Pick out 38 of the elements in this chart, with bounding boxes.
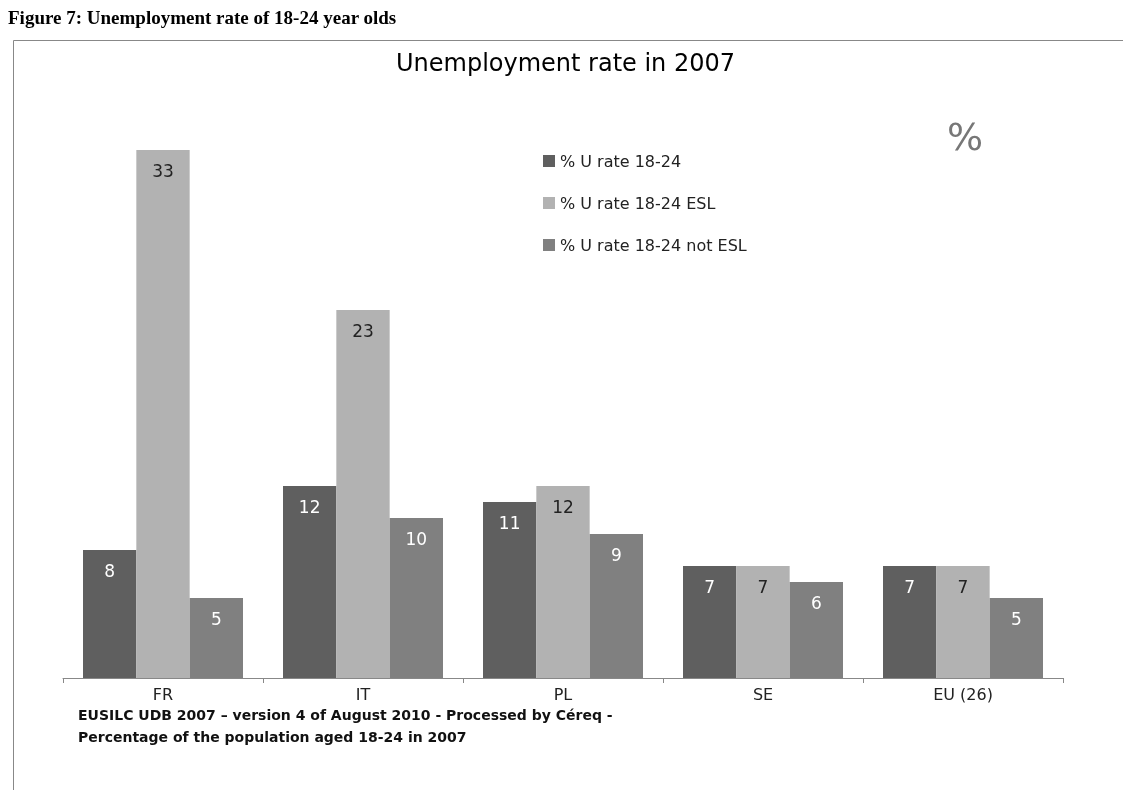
data-label: 12 bbox=[298, 496, 321, 517]
data-label: 9 bbox=[610, 544, 622, 565]
data-label: 12 bbox=[552, 496, 574, 517]
x-tick-label: PL bbox=[553, 684, 573, 704]
annotation: % bbox=[946, 115, 983, 159]
legend-label: % U rate 18-24 not ESL bbox=[560, 235, 747, 255]
bar bbox=[883, 566, 937, 678]
x-tick-label: IT bbox=[355, 684, 371, 704]
data-label: 7 bbox=[757, 576, 769, 597]
bar bbox=[83, 550, 137, 678]
data-label: 5 bbox=[1010, 608, 1022, 629]
chart-title: Unemployment rate in 2007 bbox=[395, 49, 736, 77]
caption: Figure 7: Unemployment rate of 18-24 year olds bbox=[8, 7, 397, 28]
data-label: 5 bbox=[210, 608, 222, 629]
data-label: 7 bbox=[904, 576, 916, 597]
data-label: 10 bbox=[405, 528, 428, 549]
bar bbox=[336, 310, 390, 678]
bar bbox=[736, 566, 790, 678]
data-label: 6 bbox=[810, 592, 822, 613]
bar bbox=[936, 566, 990, 678]
x-tick-label: FR bbox=[152, 684, 174, 704]
bar bbox=[683, 566, 737, 678]
x-tick-label: SE bbox=[752, 684, 774, 704]
data-label: 23 bbox=[352, 320, 374, 341]
data-label: 7 bbox=[957, 576, 969, 597]
bar bbox=[136, 150, 190, 678]
text: Percentage of the population aged 18-24 in 2007 bbox=[78, 729, 467, 745]
data-label: 11 bbox=[498, 512, 521, 533]
data-label: 7 bbox=[704, 576, 716, 597]
bar bbox=[536, 486, 590, 678]
legend-label: % U rate 18-24 bbox=[560, 151, 682, 171]
legend-label: % U rate 18-24 ESL bbox=[560, 193, 716, 213]
x-tick-label: EU (26) bbox=[933, 684, 993, 704]
bar bbox=[283, 486, 337, 678]
text: EUSILC UDB 2007 – version 4 of August 2010 - Processed by Céreq - bbox=[78, 707, 613, 723]
data-label: 33 bbox=[152, 160, 174, 181]
bar bbox=[483, 502, 537, 678]
data-label: 8 bbox=[104, 560, 116, 581]
